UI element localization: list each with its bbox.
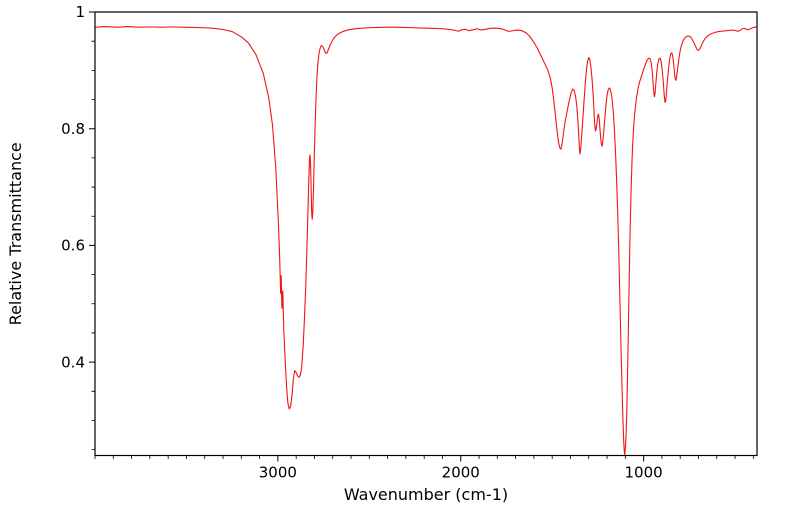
x-tick-label: 3000 <box>259 464 297 482</box>
spectrum-line <box>94 26 758 456</box>
y-tick-label: 0.8 <box>61 120 85 138</box>
x-tick-label: 2000 <box>442 464 480 482</box>
x-axis-major-ticks <box>277 455 645 462</box>
plot-frame <box>94 11 758 457</box>
y-tick-label: 0.6 <box>61 237 85 255</box>
x-tick-label: 1000 <box>625 464 663 482</box>
y-axis-label: Relative Transmittance <box>6 142 25 325</box>
x-axis-label: Wavenumber (cm-1) <box>344 485 508 504</box>
y-tick-label: 1 <box>75 3 85 21</box>
y-axis-major-ticks <box>89 11 95 363</box>
y-axis-minor-ticks <box>91 40 95 451</box>
x-axis-minor-ticks <box>94 455 754 459</box>
y-tick-label: 0.4 <box>61 353 85 371</box>
